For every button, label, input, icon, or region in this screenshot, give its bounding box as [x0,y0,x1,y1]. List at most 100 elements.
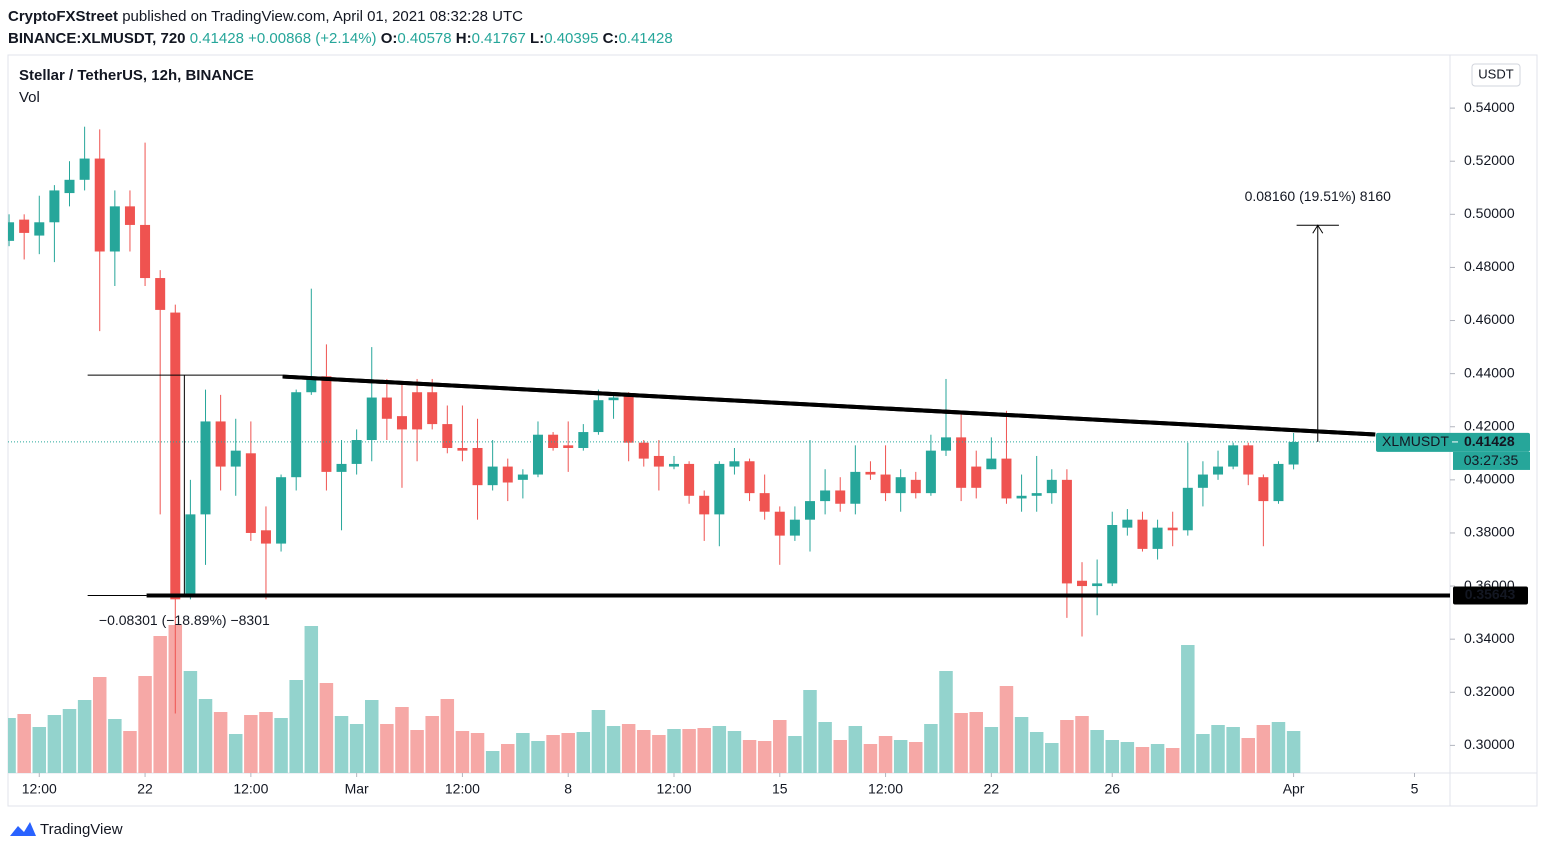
countdown-box [1453,451,1530,470]
header: CryptoFXStreet published on TradingView.… [8,6,673,50]
candle-body [1288,441,1299,465]
volume-bar [1014,717,1029,773]
candle-body [351,440,362,464]
candle-body [1258,477,1269,502]
x-tick-label: 5 [1411,781,1419,797]
h-label: H: [455,30,472,47]
candle-body [774,511,785,536]
volume-bar [909,742,923,773]
header-line: CryptoFXStreet published on TradingView.… [8,6,673,28]
volume-bar [727,731,742,773]
candle-body [306,378,317,393]
candle-body [502,466,513,483]
y-tick-label: 0.50000 [1464,205,1515,221]
chart-subtitle: Vol [19,89,40,106]
volume-bar [803,690,817,773]
candle-body [865,471,876,475]
candle-body [64,179,75,194]
y-tick-label: 0.42000 [1464,417,1515,433]
l-label: L: [530,30,545,47]
candle-body [487,466,498,486]
candle-body [1122,519,1133,528]
candle-body [366,397,377,441]
candle-body [140,224,151,279]
candle-body [1031,493,1042,496]
volume-bar [1135,747,1150,773]
volume-bar [425,716,439,773]
volume-bar [848,726,863,773]
y-tick-label: 0.52000 [1464,152,1515,168]
open: 0.40578 [397,30,452,47]
volume-bar [652,735,666,773]
candle-body [578,432,589,448]
frame [7,54,1538,807]
volume-bar [289,680,303,773]
candle-body [971,466,982,488]
x-tick-label: 12:00 [445,781,480,797]
candle-body [835,490,846,504]
volume-bar [138,676,152,773]
countdown: 03:27:35 [1464,452,1519,468]
author: CryptoFXStreet [8,8,119,25]
candle-body [1197,474,1208,488]
close: 0.41428 [618,30,673,47]
candle-body [230,450,241,467]
candle-body [805,501,816,520]
volume-bar [773,720,787,773]
candle-body [744,461,755,494]
volume-bar [833,740,847,773]
candle-body [215,421,226,467]
x-tick-label: 12:00 [233,781,268,797]
volume-bar [1286,731,1301,773]
volume-bar [32,727,47,773]
volume-bar [1120,742,1135,773]
volume-bar [274,718,288,773]
volume-bar [47,715,62,773]
candle-body [532,434,543,475]
x-tick-label: Apr [1283,781,1305,797]
volume-bar [1045,743,1059,773]
logo-icon [10,822,36,836]
candle-body [714,463,725,515]
volume-bar [863,744,878,773]
candle-body [759,493,770,512]
currency-box[interactable] [1471,63,1521,87]
volume-bar [878,736,893,773]
volume-bar [244,715,258,773]
volume-bar [1150,744,1165,773]
volume-bar [470,733,485,773]
last: 0.41428 [189,30,244,47]
candle-body [1016,495,1027,499]
candle-body [699,495,710,515]
volume-bar [304,626,319,773]
candle-body [668,463,679,467]
candle-body [850,471,861,504]
candle-body [895,477,906,494]
candle-body [427,392,438,425]
last-price-value: 0.41428 [1464,433,1515,449]
candle-body [517,474,528,480]
candle-body [638,442,649,459]
candle-body [49,190,60,223]
currency: USDT [1478,66,1513,81]
volume-bar [516,733,530,773]
volume-bar [682,729,696,773]
x-tick-label: 15 [772,781,788,797]
volume-bar [334,716,349,773]
volume-bar [606,726,621,773]
candle-body [245,453,256,533]
candle-body [956,437,967,488]
y-tick-label: 0.54000 [1464,99,1515,115]
volume-bar [924,724,938,773]
volume-bar [77,700,92,773]
volume-bar [17,714,31,773]
candle-body [260,530,271,544]
candle-body [336,463,347,472]
volume-bar [395,707,409,773]
volume-bar [183,671,198,773]
volume-bar [1090,730,1104,773]
x-tick-label: 8 [564,781,572,797]
y-tick-label: 0.40000 [1464,471,1515,487]
